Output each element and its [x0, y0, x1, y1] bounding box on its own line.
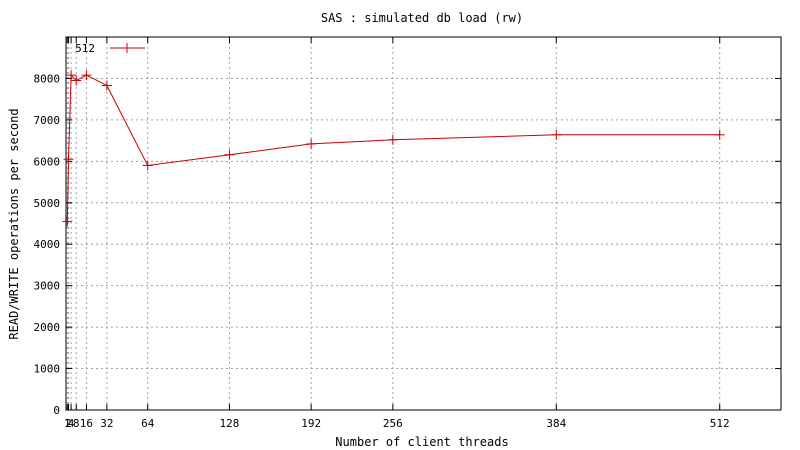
y-tick-label: 6000: [34, 155, 61, 168]
data-point-marker: [142, 160, 153, 171]
x-tick-label: 128: [219, 417, 239, 430]
x-tick-label: 1: [64, 417, 71, 430]
x-tick-label: 512: [710, 417, 730, 430]
x-tick-label: 64: [141, 417, 155, 430]
data-point-marker: [66, 70, 77, 81]
x-tick-label: 16: [80, 417, 93, 430]
data-point-marker: [387, 134, 398, 145]
legend: 512: [75, 42, 145, 55]
y-tick-label: 8000: [34, 72, 61, 85]
grid-lines: [66, 37, 781, 410]
x-tick-label: 4: [68, 417, 75, 430]
data-point-marker: [63, 154, 74, 165]
data-point-marker: [62, 216, 73, 227]
x-tick-label: 192: [301, 417, 321, 430]
y-axis-label: READ/WRITE operations per second: [7, 108, 21, 339]
data-point-marker: [101, 80, 112, 91]
y-tick-label: 0: [53, 404, 60, 417]
x-axis-label: Number of client threads: [335, 435, 508, 449]
series-layer: [62, 70, 725, 227]
x-tick-label: 2: [65, 417, 72, 430]
data-point-marker: [306, 138, 317, 149]
data-point-marker: [714, 129, 725, 140]
data-point-marker: [81, 70, 92, 81]
x-tick-label: 384: [546, 417, 566, 430]
x-tick-label: 8: [73, 417, 80, 430]
legend-marker: [122, 43, 132, 53]
x-tick-label: 32: [100, 417, 113, 430]
y-tick-label: 3000: [34, 280, 61, 293]
x-tick-label: 256: [383, 417, 403, 430]
series-line: [66, 73, 720, 222]
data-point-marker: [551, 129, 562, 140]
data-point-marker: [71, 75, 82, 86]
y-tick-label: 2000: [34, 321, 61, 334]
chart-title: SAS : simulated db load (rw): [321, 11, 523, 25]
y-tick-label: 7000: [34, 114, 61, 127]
y-tick-label: 4000: [34, 238, 61, 251]
legend-label: 512: [75, 42, 95, 55]
y-tick-label: 5000: [34, 197, 61, 210]
plot-frame: [65, 36, 782, 411]
data-point-marker: [224, 149, 235, 160]
y-tick-label: 1000: [34, 363, 61, 376]
